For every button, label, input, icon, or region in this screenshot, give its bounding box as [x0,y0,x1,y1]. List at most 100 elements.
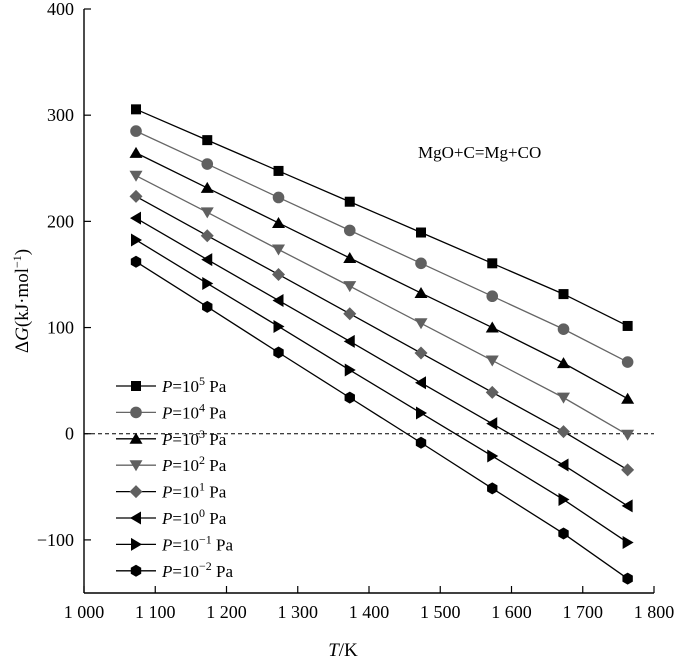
y-axis-title: ΔG(kJ·mol−1) [10,249,33,353]
data-point [344,363,356,377]
series-line [135,130,628,363]
data-point [343,224,356,237]
legend-item: P=104 Pa [116,400,227,422]
series-line [135,175,628,436]
data-point [200,229,214,243]
legend-item: P=10−1 Pa [116,532,233,554]
legend: P=105 Pa P=104 Pa P=103 Pa P=102 Pa P=101 Pa… [116,374,233,581]
legend-label: P=10−2 Pa [161,559,233,581]
series-1 [130,125,634,368]
legend-marker [129,432,143,444]
y-tick-label: −100 [37,530,74,550]
data-point [201,158,214,170]
data-point [129,146,143,158]
data-point [415,376,427,390]
legend-label: P=105 Pa [161,374,227,396]
reaction-annotation: MgO+C=Mg+CO [418,143,541,162]
data-point [621,392,635,404]
x-axis-title: T/K [328,640,358,661]
data-point [130,255,142,268]
series-2 [129,146,635,404]
data-point [416,406,428,420]
series-4 [129,189,635,477]
legend-item: P=105 Pa [116,374,227,396]
data-point [558,493,570,507]
x-tick-label: 1 800 [634,602,675,622]
data-point [414,346,428,360]
data-point [622,572,633,585]
data-point [202,135,213,146]
data-point [343,281,357,293]
x-tick-label: 1 300 [278,602,319,622]
data-point [414,318,428,330]
series-6 [131,233,634,550]
data-point [200,207,214,219]
x-tick-label: 1 700 [563,602,604,622]
series-3 [129,170,635,441]
data-point [416,227,427,238]
data-point [414,287,428,299]
series-layer [129,104,635,585]
data-point [273,319,285,333]
data-point [272,216,286,228]
y-tick-label: 0 [65,424,74,444]
series-line [135,108,628,327]
data-point [272,191,285,204]
y-tick-label: 200 [47,211,74,231]
data-point [557,357,571,369]
legend-marker [129,460,143,472]
data-point [130,125,142,137]
data-point [273,165,284,176]
data-point [201,253,213,267]
data-point [343,334,355,348]
data-point [343,307,357,321]
data-point [129,170,143,182]
series-0 [131,104,633,331]
legend-marker [131,381,141,391]
legend-label: P=100 Pa [161,506,227,528]
data-point [485,321,499,333]
x-tick-label: 1 000 [64,602,105,622]
data-point [272,244,286,256]
legend-marker [131,537,142,551]
x-tick-label: 1 500 [420,602,461,622]
x-tick-label: 1 400 [349,602,390,622]
data-point [486,290,499,303]
series-line [135,195,628,471]
series-line [135,261,629,580]
data-point [130,211,142,225]
legend-label: P=103 Pa [161,427,227,449]
data-point [558,527,569,540]
legend-item: P=102 Pa [116,453,227,475]
legend-label: P=104 Pa [161,400,227,422]
legend-marker [130,406,142,419]
data-point [415,257,427,270]
data-point [621,499,633,513]
series-line [135,217,628,507]
data-point [487,482,498,495]
data-point [621,463,635,477]
legend-item: P=101 Pa [116,480,227,502]
data-point [557,425,571,439]
data-point [343,252,357,263]
data-point [202,300,213,313]
data-point [200,181,214,193]
data-point [622,320,633,331]
x-tick-label: 1 600 [491,602,532,622]
data-point [272,267,286,281]
legend-item: P=10−2 Pa [116,559,233,581]
data-point [621,356,634,368]
data-point [202,276,214,290]
data-point [485,385,499,399]
data-point [273,346,284,359]
data-point [415,436,427,449]
legend-item: P=103 Pa [116,427,227,449]
data-point [344,196,355,207]
data-point [129,189,143,203]
series-7 [130,255,633,585]
data-point [557,392,571,404]
data-point [487,449,499,463]
data-point [557,323,570,335]
data-point [486,417,498,431]
